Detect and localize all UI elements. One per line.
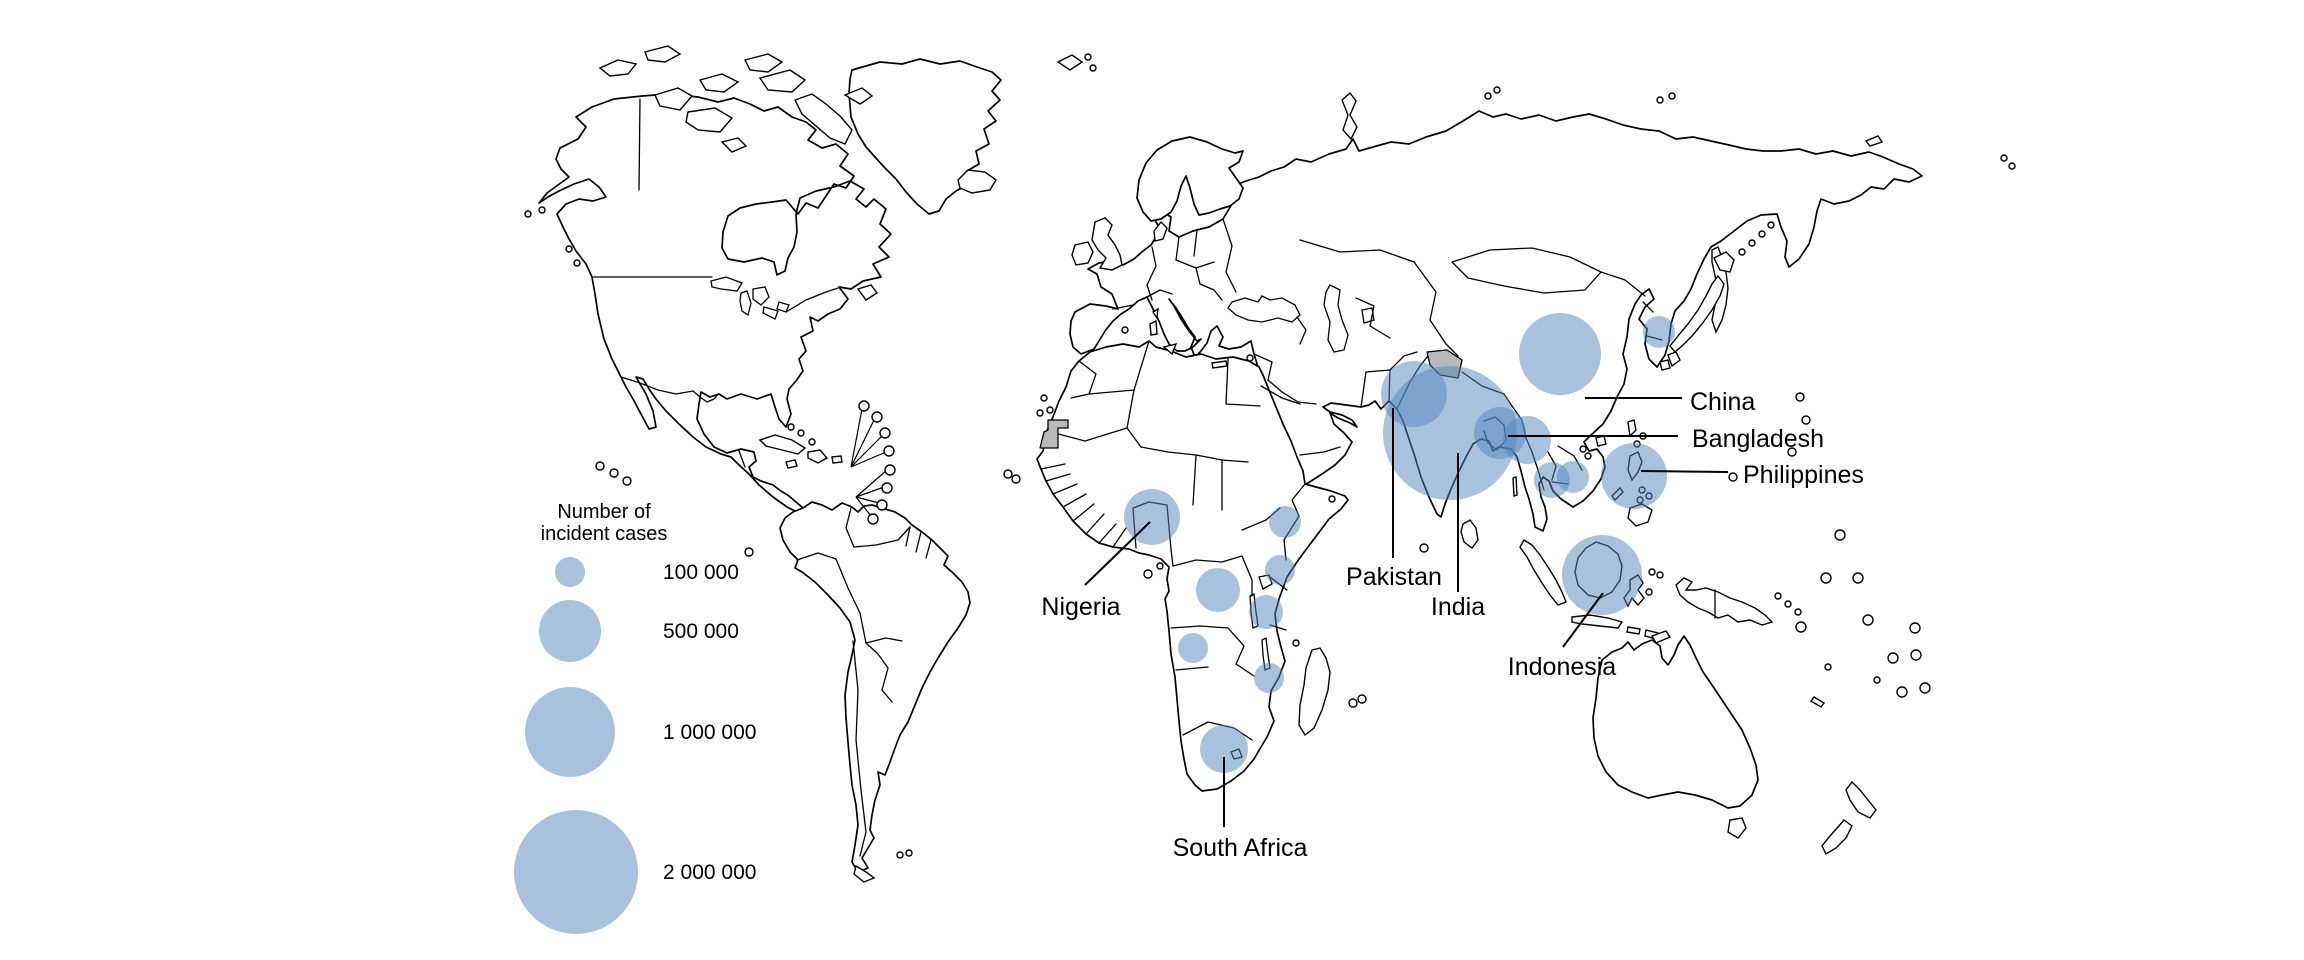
legend-circle-500000: [539, 600, 601, 662]
landmass-scandinavia: [1136, 136, 1244, 222]
hainan: [1595, 435, 1607, 447]
denmark: [1153, 220, 1168, 242]
lake-michigan: [739, 290, 752, 317]
legend-label-500000: 500 000: [663, 620, 739, 643]
landmass-south-america: [779, 501, 971, 873]
country-label-pakistan: Pakistan: [1346, 563, 1442, 591]
country-label-bangladesh: Bangladesh: [1692, 425, 1824, 453]
nz-north-island: [1845, 780, 1877, 819]
legend-label-100000: 100 000: [663, 561, 739, 584]
japan-region: [1659, 246, 1735, 371]
country-label-india: India: [1431, 593, 1485, 621]
landmass-australia: [1592, 635, 1759, 809]
shikoku: [1659, 359, 1671, 371]
country-label-nigeria: Nigeria: [1041, 593, 1120, 621]
small-islands: [524, 53, 2016, 859]
country-label-south-africa: South Africa: [1173, 834, 1308, 862]
lesser-sunda-1: [1626, 626, 1641, 635]
bubble-mozambique-region: [1254, 663, 1284, 693]
legend-label-2000000: 2 000 000: [663, 861, 756, 884]
country-label-philippines: Philippines: [1743, 461, 1864, 489]
cuba: [758, 434, 807, 455]
bubble-kenya-region: [1265, 555, 1295, 585]
bubble-philippines: [1601, 443, 1667, 509]
leader-line-nigeria: [1084, 521, 1151, 586]
lake-huron: [752, 286, 770, 306]
ireland: [1071, 241, 1094, 266]
legend-circle-1000000: [525, 687, 615, 777]
country-label-indonesia: Indonesia: [1508, 653, 1617, 681]
nz-south-island: [1821, 819, 1853, 855]
legend-title-line1: Number of: [557, 501, 651, 523]
legend-circle-2000000: [514, 810, 638, 934]
tierra-del-fuego: [853, 864, 876, 883]
bubble-vietnam-region: [1557, 461, 1589, 493]
country-label-china: China: [1690, 388, 1755, 416]
leader-line-indonesia: [1562, 592, 1604, 648]
hokkaido: [1713, 251, 1735, 273]
jamaica: [785, 459, 798, 469]
new-guinea: [1675, 577, 1774, 626]
caribbean: [758, 284, 896, 525]
bubble-myanmar-region: [1503, 416, 1551, 464]
timor: [1650, 630, 1672, 644]
western-sahara: [1039, 419, 1069, 449]
puerto-rico: [831, 455, 843, 464]
legend-items: 100 000 500 000 1 000 000 2 000 000: [514, 557, 756, 934]
bubble-dr-congo-region: [1196, 568, 1240, 612]
bubble-dpr-korea-region: [1643, 316, 1675, 348]
lake-erie: [762, 306, 779, 320]
bubble-indonesia: [1562, 535, 1642, 615]
bubble-pakistan: [1381, 361, 1447, 427]
black-sea: [1227, 295, 1301, 323]
madagascar: [1298, 647, 1331, 737]
great-britain: [1091, 217, 1123, 271]
arctic-islands: [598, 45, 874, 153]
bubble-ethiopia-region: [1269, 506, 1301, 538]
bubble-tanzania-region: [1249, 595, 1283, 629]
lesser-antilles-leaders: [850, 400, 896, 525]
label-leader-lines: [1084, 397, 1729, 827]
lake-superior: [710, 276, 743, 292]
bubble-angola-region: [1178, 633, 1208, 663]
hispaniola: [807, 449, 829, 464]
landmass-iceland: [957, 169, 997, 194]
legend-circle-100000: [555, 557, 585, 587]
bubbles-layer: [1124, 313, 1675, 773]
bubble-south-africa: [1200, 725, 1248, 773]
legend-title-line2: incident cases: [541, 523, 668, 545]
newfoundland: [856, 284, 879, 301]
caspian-sea: [1323, 284, 1349, 353]
tasmania: [1727, 817, 1747, 839]
leader-line-philippines: [1640, 470, 1729, 473]
legend-label-1000000: 1 000 000: [663, 721, 756, 744]
bubble-china: [1519, 313, 1601, 395]
taiwan: [1627, 419, 1637, 438]
kyushu: [1667, 351, 1681, 368]
bubble-nigeria: [1124, 489, 1180, 545]
sumatra: [1519, 539, 1567, 606]
landmass-north-america: [538, 93, 892, 514]
